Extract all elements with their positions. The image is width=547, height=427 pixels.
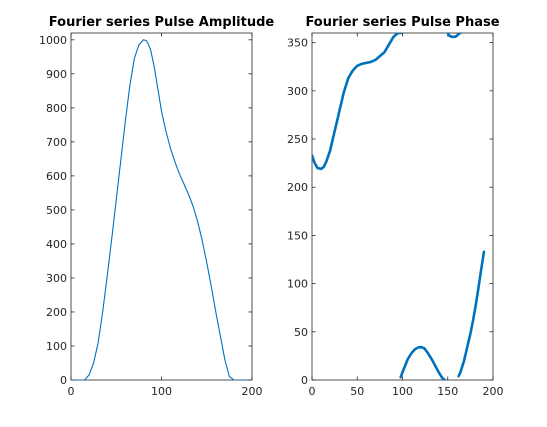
phase-xtick-label: 100 xyxy=(392,385,413,398)
phase-xtick-label: 50 xyxy=(350,385,364,398)
amplitude-ytick-label: 300 xyxy=(46,272,67,285)
phase-series-line-0 xyxy=(312,33,402,171)
amplitude-series-line-0 xyxy=(71,39,249,380)
amplitude-ytick-label: 900 xyxy=(46,68,67,81)
amplitude-chart: Fourier series Pulse Amplitude 0 100 200 0 10… xyxy=(39,15,274,398)
amplitude-ytick-label: 500 xyxy=(46,204,67,217)
phase-ytick-label: 200 xyxy=(287,181,308,194)
amplitude-xtick-label: 200 xyxy=(242,385,263,398)
amplitude-ytick-label: 1000 xyxy=(39,34,67,47)
amplitude-ytick-label: 400 xyxy=(46,238,67,251)
phase-chart: Fourier series Pulse Phase 0 50 100 150 200 0 5… xyxy=(287,15,504,398)
phase-ytick-label: 50 xyxy=(294,326,308,339)
amplitude-ytick-label: 100 xyxy=(46,340,67,353)
phase-xtick-label: 150 xyxy=(437,385,458,398)
phase-xtick-label: 200 xyxy=(483,385,504,398)
phase-axes-box xyxy=(311,32,494,381)
amplitude-ytick-label: 800 xyxy=(46,102,67,115)
phase-ytick-label: 100 xyxy=(287,278,308,291)
phase-ytick-label: 300 xyxy=(287,85,308,98)
amplitude-xtick-label: 0 xyxy=(68,385,75,398)
phase-ytick-label: 0 xyxy=(301,374,308,387)
amplitude-ytick-label: 700 xyxy=(46,136,67,149)
amplitude-ytick-label: 600 xyxy=(46,170,67,183)
phase-series-line-1 xyxy=(446,33,462,39)
amplitude-ytick-label: 0 xyxy=(60,374,67,387)
phase-ytick-label: 350 xyxy=(287,37,308,50)
amplitude-ytick-label: 200 xyxy=(46,306,67,319)
phase-series-line-3 xyxy=(457,250,486,378)
phase-xtick-label: 0 xyxy=(309,385,316,398)
phase-series-line-2 xyxy=(399,345,447,380)
phase-ytick-label: 250 xyxy=(287,133,308,146)
phase-ytick-label: 150 xyxy=(287,229,308,242)
phase-title: Fourier series Pulse Phase xyxy=(305,15,499,30)
amplitude-xtick-label: 100 xyxy=(151,385,172,398)
amplitude-title: Fourier series Pulse Amplitude xyxy=(49,15,275,30)
amplitude-axes-box xyxy=(70,32,253,381)
